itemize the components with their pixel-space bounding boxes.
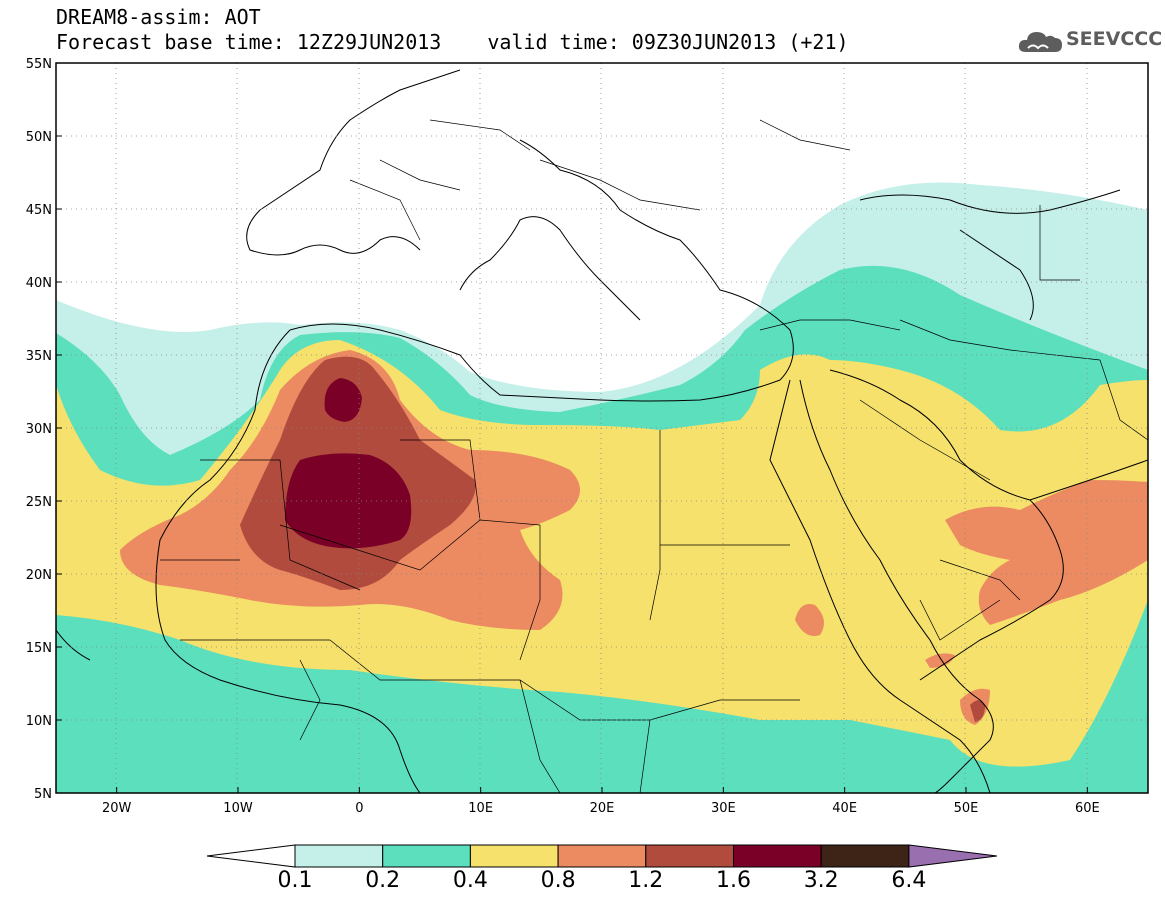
aot-band-0.8-patch2 bbox=[925, 653, 955, 668]
lon-axis: 20W 10W 0 10E 20E 30E 40E 50E 60E bbox=[102, 787, 1100, 816]
lon-tick-label: 10E bbox=[468, 801, 493, 816]
lat-tick-label: 25N bbox=[26, 495, 52, 510]
legend-swatch bbox=[382, 844, 471, 868]
legend-extend-high bbox=[908, 844, 997, 868]
lon-tick-label: 10W bbox=[223, 801, 253, 816]
lat-tick-label: 45N bbox=[26, 203, 52, 218]
lat-tick-label: 5N bbox=[34, 787, 52, 802]
lon-tick-label: 30E bbox=[711, 801, 736, 816]
legend-swatch bbox=[820, 844, 910, 868]
legend-label: 3.2 bbox=[803, 868, 839, 893]
lon-tick-label: 20W bbox=[102, 801, 132, 816]
aot-band-1.6-north bbox=[324, 378, 362, 422]
lon-tick-label: 50E bbox=[954, 801, 979, 816]
legend-label: 6.4 bbox=[891, 868, 927, 893]
lat-tick-label: 15N bbox=[26, 641, 52, 656]
lat-tick-label: 40N bbox=[26, 276, 52, 291]
aot-band-1.6-main bbox=[285, 453, 412, 549]
coastlines bbox=[56, 69, 1148, 793]
legend-colorbar bbox=[206, 844, 997, 868]
legend-label: 1.6 bbox=[716, 868, 751, 893]
lat-tick-label: 55N bbox=[26, 57, 52, 72]
cloud-icon bbox=[1018, 32, 1062, 52]
legend-label: 0.1 bbox=[277, 868, 313, 893]
lon-tick-label: 0 bbox=[355, 801, 363, 816]
valid-time-label: valid time: 09Z30JUN2013 (+21) bbox=[487, 30, 849, 54]
legend-extend-low bbox=[206, 844, 296, 868]
legend-swatch bbox=[294, 844, 384, 868]
borders bbox=[160, 119, 1148, 793]
aot-band-0.2-south bbox=[56, 620, 1050, 793]
logo-text: SEEVCCC bbox=[1066, 28, 1163, 50]
seevccc-logo: SEEVCCC bbox=[1018, 24, 1162, 58]
aot-field bbox=[56, 182, 1148, 793]
lat-tick-label: 20N bbox=[26, 568, 52, 583]
legend-label: 0.4 bbox=[452, 868, 488, 893]
map-subtitle: Forecast base time: 12Z29JUN2013 valid ti… bbox=[56, 31, 849, 53]
aot-band-0.8-arabia bbox=[945, 480, 1148, 625]
lat-tick-label: 30N bbox=[26, 422, 52, 437]
legend-label: 1.2 bbox=[628, 868, 664, 893]
map-title: DREAM8-assim: AOT bbox=[56, 5, 261, 29]
base-time-label: Forecast base time: 12Z29JUN2013 bbox=[56, 30, 442, 54]
lat-tick-label: 10N bbox=[26, 714, 52, 729]
legend-swatch bbox=[557, 844, 647, 868]
lat-tick-label: 50N bbox=[26, 130, 52, 145]
lon-tick-label: 40E bbox=[832, 801, 857, 816]
legend-swatch bbox=[645, 844, 734, 868]
legend-swatch bbox=[733, 844, 822, 868]
lat-tick-label: 35N bbox=[26, 349, 52, 364]
legend-label: 0.2 bbox=[365, 868, 401, 893]
legend-label: 0.8 bbox=[540, 868, 576, 893]
aot-band-0.8-patch1 bbox=[795, 604, 824, 636]
aot-band-1.2-patch bbox=[970, 700, 985, 722]
grid-lines bbox=[56, 63, 1148, 793]
lat-axis: 55N 50N 45N 40N 35N 30N 25N 20N 15N 10N 5N bbox=[26, 57, 62, 802]
legend-swatch bbox=[469, 844, 559, 868]
lon-tick-label: 20E bbox=[590, 801, 615, 816]
lon-tick-label: 60E bbox=[1075, 801, 1100, 816]
